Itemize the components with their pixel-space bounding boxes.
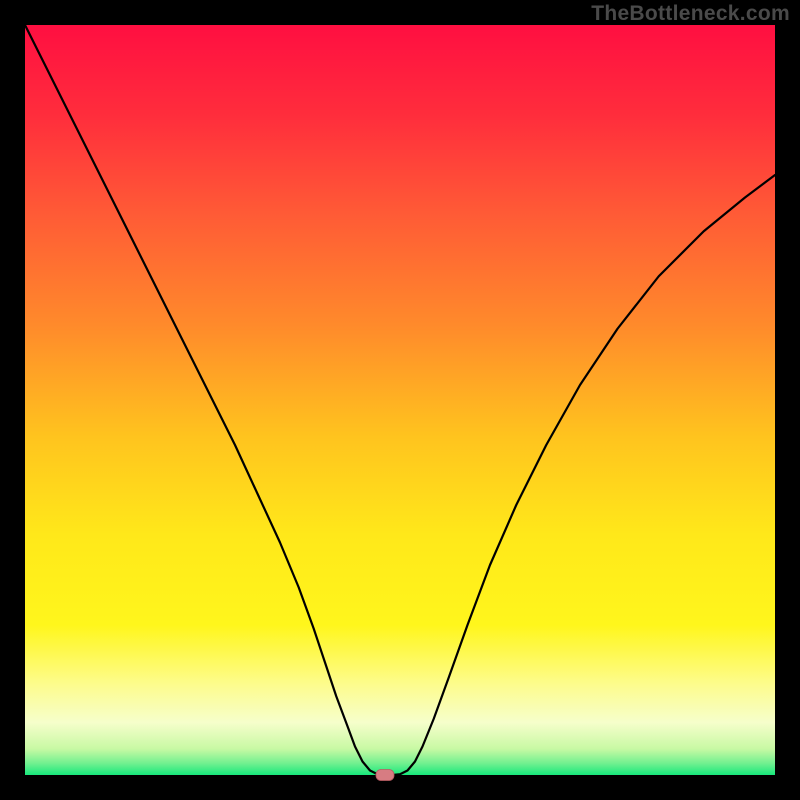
optimal-marker — [376, 770, 394, 781]
chart-stage: TheBottleneck.com — [0, 0, 800, 800]
bottleneck-chart — [0, 0, 800, 800]
plot-gradient-background — [25, 25, 775, 775]
watermark-text: TheBottleneck.com — [591, 2, 790, 26]
